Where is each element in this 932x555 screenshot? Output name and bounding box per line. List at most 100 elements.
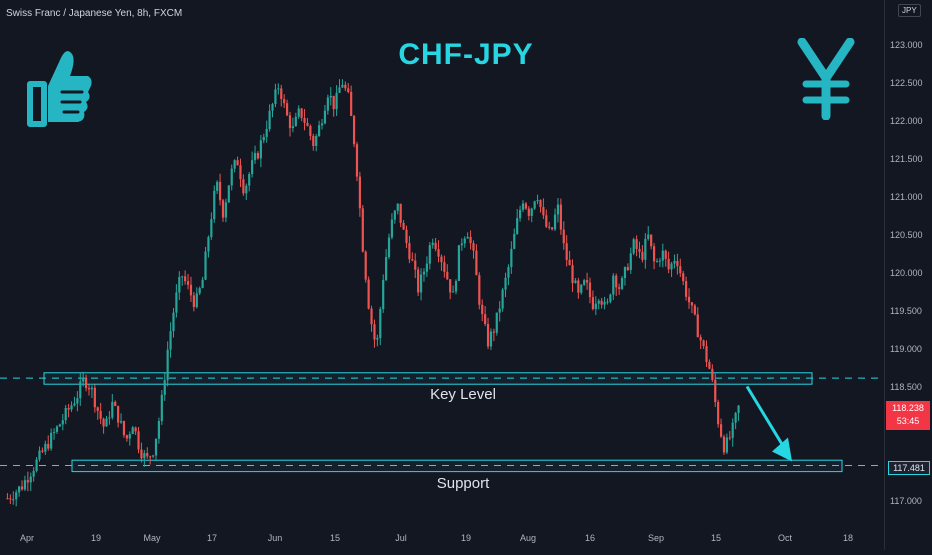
candle-body (29, 476, 32, 483)
candle-body (717, 401, 720, 425)
candle-body (303, 117, 306, 123)
candle-body (251, 160, 254, 175)
candle-body (227, 185, 230, 203)
candle-body (245, 185, 248, 194)
candle-body (548, 226, 551, 228)
candle-body (568, 259, 571, 266)
candle-body (186, 281, 190, 285)
current-price-value: 118.238 (892, 403, 924, 413)
candle-body (192, 295, 195, 308)
candle-body (685, 281, 688, 297)
candle-body (600, 300, 603, 305)
candle-body (256, 153, 260, 159)
candle-body (108, 417, 111, 419)
candle-body (58, 424, 61, 427)
candle-body (524, 203, 528, 209)
candle-body (536, 200, 539, 202)
candle-body (35, 459, 38, 471)
candle-body (618, 287, 621, 289)
candle-body (259, 140, 262, 159)
price-tick-label: 121.500 (890, 154, 923, 164)
candle-body (326, 97, 329, 111)
candle-body (117, 405, 120, 423)
candle-body (90, 387, 94, 390)
candle-body (446, 271, 449, 280)
candle-body (472, 243, 475, 251)
candle-body (390, 219, 394, 238)
candle-body (606, 301, 609, 303)
candle-body (676, 260, 679, 267)
projection-arrow-head (772, 437, 792, 462)
candle-body (492, 331, 495, 333)
candle-body (64, 407, 67, 421)
candle-body (137, 431, 140, 450)
candle-body (361, 208, 364, 252)
candle-body (393, 210, 396, 220)
candle-body (204, 251, 207, 280)
candle-body (650, 234, 653, 247)
candle-body (475, 250, 478, 276)
candle-body (131, 427, 134, 435)
candle-body (76, 398, 79, 404)
candle-body (134, 427, 137, 432)
candle-body (50, 432, 53, 449)
candle-body (644, 238, 647, 260)
date-tick-label: 19 (90, 533, 102, 543)
candle-body (632, 239, 635, 254)
candle-body (128, 434, 131, 439)
candle-body (236, 160, 239, 166)
date-tick-label: 17 (206, 533, 218, 543)
candle-body (405, 229, 408, 244)
candle-body (664, 250, 667, 259)
candle-body (705, 346, 708, 362)
candle-body (367, 279, 370, 309)
candle-body (373, 324, 376, 340)
price-tick-label: 119.000 (890, 344, 922, 354)
candle-body (693, 305, 696, 315)
candle-body (516, 218, 519, 234)
candle-body (96, 407, 99, 411)
candle-body (125, 435, 128, 439)
candle-body (478, 275, 481, 305)
candle-body (387, 237, 391, 258)
currency-badge[interactable]: JPY (898, 4, 921, 17)
candle-body (350, 91, 353, 117)
candle-body (335, 92, 338, 110)
candle-body (682, 273, 685, 282)
candle-body (274, 89, 277, 105)
candle-body (248, 174, 251, 186)
candle-body (486, 324, 490, 347)
candle-body (218, 181, 222, 201)
candle-body (178, 276, 181, 293)
candle-body (591, 297, 595, 309)
candle-body (725, 437, 728, 453)
candle-body (61, 420, 64, 425)
candle-body (417, 269, 420, 293)
candle-body (449, 279, 452, 293)
candle-body (233, 160, 236, 169)
candle-body (119, 421, 123, 423)
price-tick-label: 122.500 (890, 78, 923, 88)
candle-body (210, 219, 213, 238)
candle-body (559, 204, 562, 230)
candle-body (166, 349, 169, 381)
candle-body (603, 301, 606, 305)
candle-body (699, 337, 702, 341)
candle-body (318, 125, 321, 137)
candle-body (638, 248, 641, 252)
candle-body (437, 249, 440, 257)
candle-body (140, 449, 143, 459)
candle-body (87, 388, 91, 390)
candle-body (105, 418, 108, 427)
candle-body (280, 88, 283, 99)
candle-body (623, 267, 627, 278)
candle-body (731, 422, 734, 438)
candle-body (382, 280, 385, 309)
candle-body (253, 153, 257, 161)
candle-body (714, 379, 717, 402)
candle-body (175, 292, 178, 313)
candle-body (428, 245, 431, 264)
candle-body (239, 165, 242, 180)
